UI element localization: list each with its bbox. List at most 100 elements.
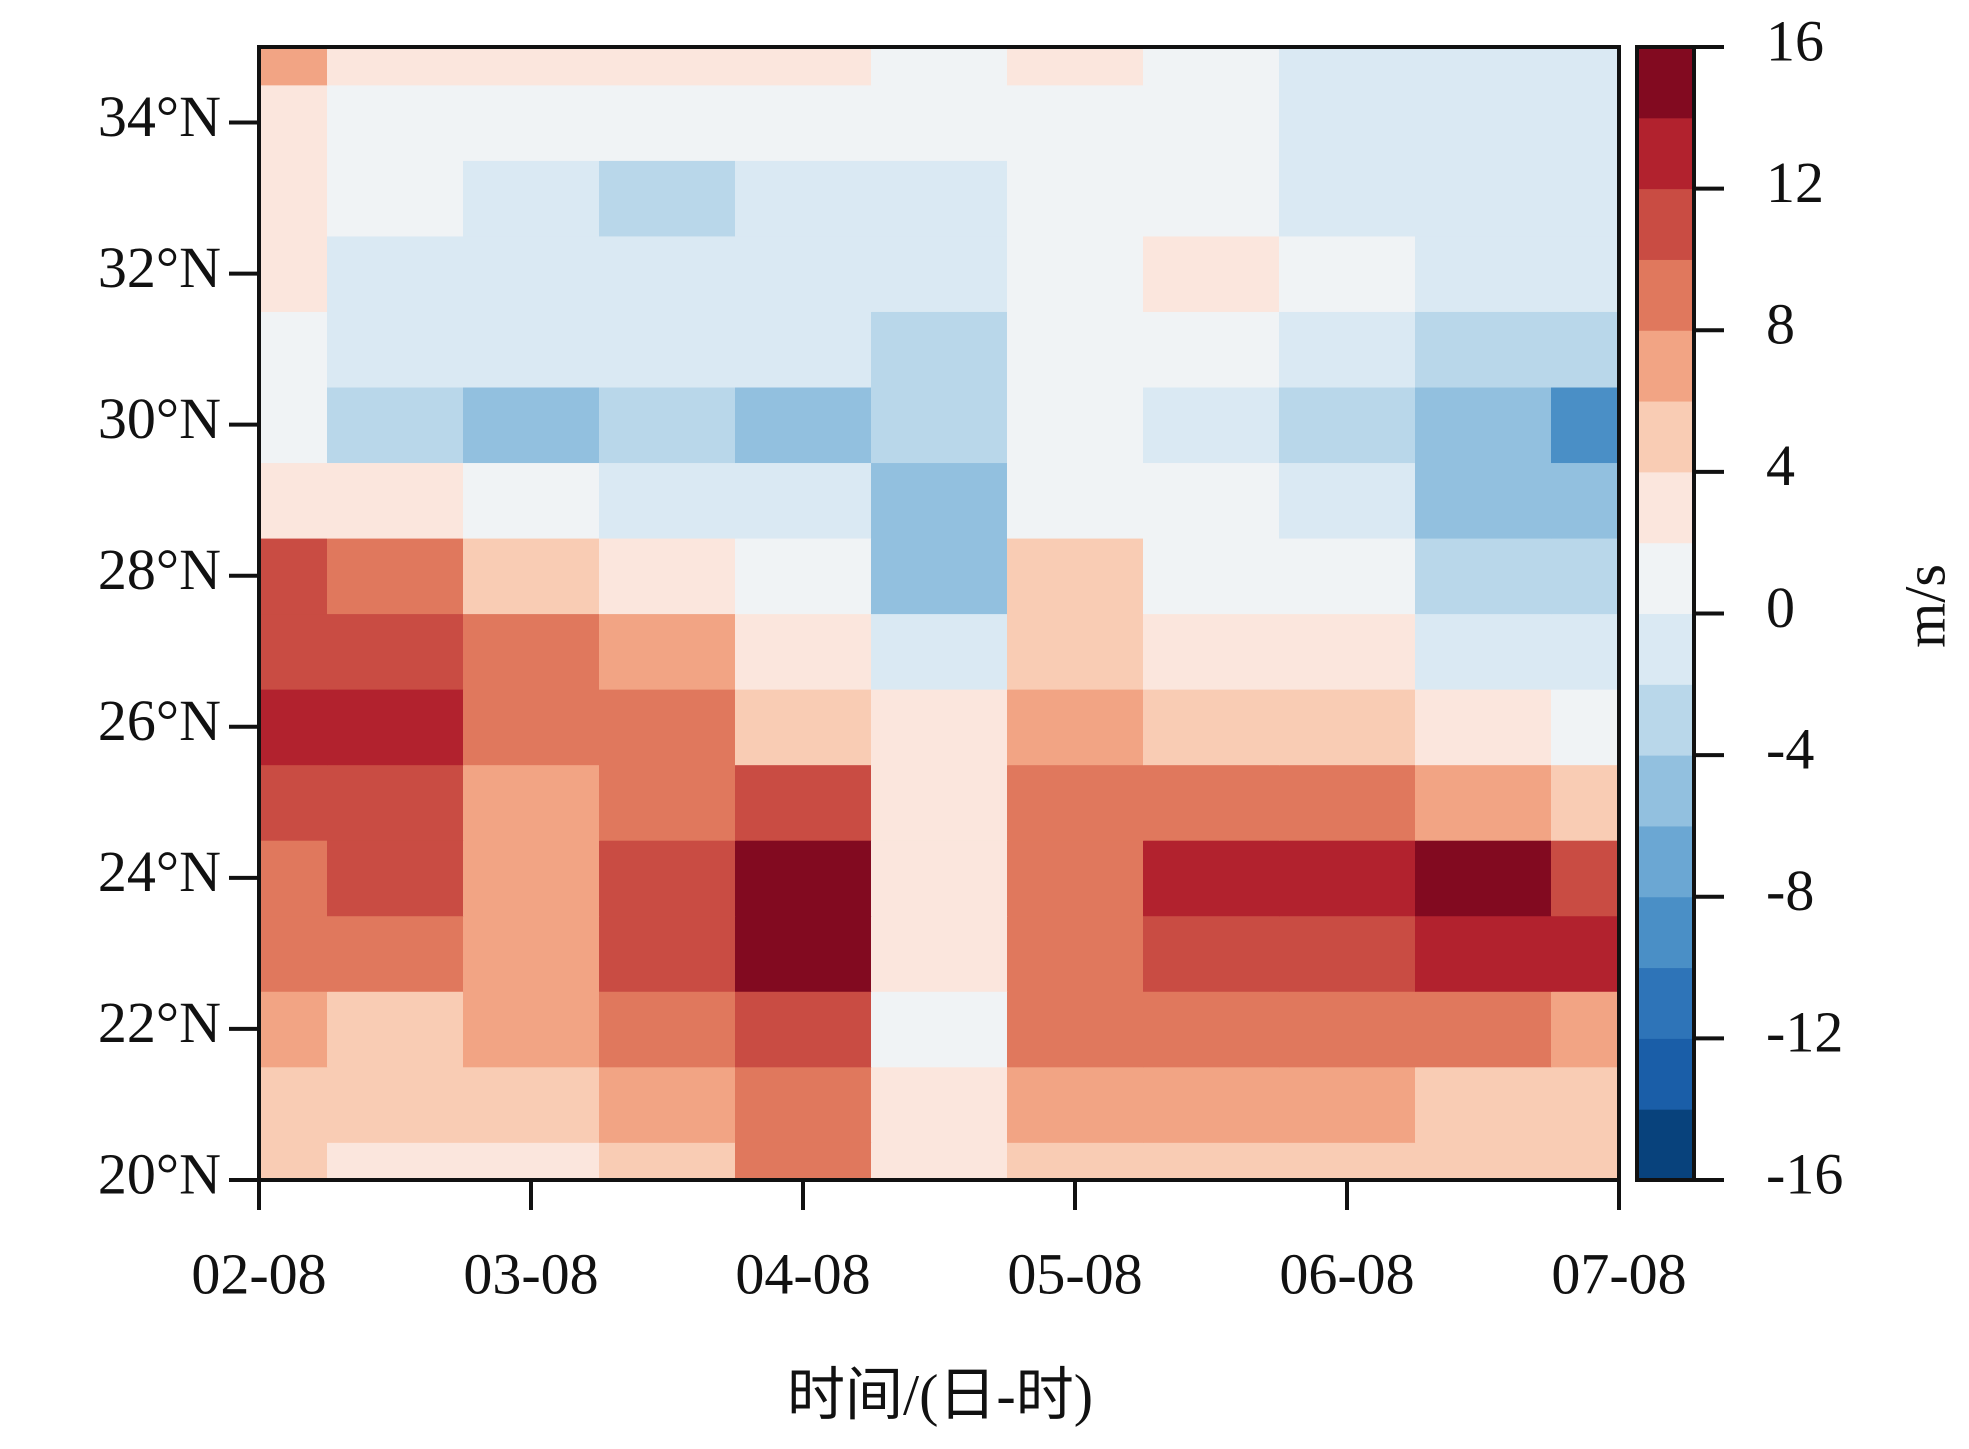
field-cell [1415,386,1552,464]
x-tick-label: 04-08 [735,1241,870,1306]
colorbar-band [1637,542,1694,614]
field-cell [1279,160,1416,237]
field-cell [259,537,328,615]
y-tick-label: 26°N [98,688,221,753]
field-cell [1007,991,1144,1068]
colorbar-band [1637,259,1694,331]
field-cell [735,386,872,464]
field-cell [463,915,600,992]
field-cell [463,689,600,766]
field-cell [871,311,1008,388]
y-tick-label: 20°N [98,1141,221,1206]
field-cell [1551,915,1619,992]
field-cell [1415,47,1552,86]
field-cell [1551,160,1619,237]
field-cell [1007,462,1144,539]
field-cell [735,537,872,615]
field-cell [259,840,328,917]
field-cell [871,613,1008,690]
field-cell [599,537,736,615]
y-tick-label: 22°N [98,990,221,1055]
colorbar-tick-label: -16 [1766,1141,1843,1206]
field-cell [1415,840,1552,917]
colorbar-tick-label: 4 [1766,433,1795,498]
field-cell [735,160,872,237]
field-cell [1007,311,1144,388]
field-cell [735,915,872,992]
field-cell [735,462,872,539]
field-cell [599,840,736,917]
field-cell [327,689,464,766]
field-cell [1007,47,1144,86]
field-cell [735,1142,872,1180]
x-axis-label: 时间/(日-时) [787,1362,1093,1427]
field-cell [599,1142,736,1180]
x-tick-label: 07-08 [1551,1241,1686,1306]
field-cell [735,991,872,1068]
field-cell [1143,84,1280,161]
colorbar-band [1637,755,1694,827]
field-cell [463,235,600,312]
field-cell [1279,311,1416,388]
field-cell [259,311,328,388]
field-cell [1415,537,1552,615]
colorbar-tick-label: -12 [1766,1000,1843,1065]
field-cell [1007,1066,1144,1143]
field-cell [735,311,872,388]
x-tick-label: 02-08 [191,1241,326,1306]
colorbar-band [1637,825,1694,898]
field-cell [259,1066,328,1143]
field-cell [1143,689,1280,766]
field-cell [327,386,464,464]
field-cell [1007,764,1144,841]
field-cell [1279,47,1416,86]
field-cell [1279,462,1416,539]
colorbar-band [1637,117,1694,190]
field-cell [463,613,600,690]
field-cell [1143,386,1280,464]
field-cell [1551,311,1619,388]
colorbar-band [1637,330,1694,402]
x-tick-label: 05-08 [1007,1241,1142,1306]
field-cell [1279,613,1416,690]
field-cell [871,991,1008,1068]
field-cell [1279,84,1416,161]
colorbar-band [1637,967,1694,1039]
field-cell [1143,840,1280,917]
field-cell [1551,235,1619,312]
field-cell [259,84,328,161]
colorbar-tick-label: -8 [1766,858,1814,923]
field-cell [871,840,1008,917]
field-cell [1007,840,1144,917]
y-tick-label: 28°N [98,537,221,602]
field-cell [259,1142,328,1180]
field-cell [1143,764,1280,841]
x-tick-label: 06-08 [1279,1241,1414,1306]
field-cell [463,47,600,86]
field-cell [1007,537,1144,615]
field-cell [1007,689,1144,766]
field-cell [1279,1142,1416,1180]
field-cell [1143,235,1280,312]
field-cell [259,915,328,992]
field-cell [1551,1142,1619,1180]
field-cell [599,613,736,690]
colorbar-tick-label: 12 [1766,150,1824,215]
field-cell [1143,915,1280,992]
field-cell [871,160,1008,237]
field-cell [259,47,328,86]
field-cell [599,311,736,388]
field-cell [463,1066,600,1143]
field-cell [327,160,464,237]
field-cell [599,689,736,766]
field-cell [1415,689,1552,766]
field-cell [1415,613,1552,690]
field-cell [735,689,872,766]
plot-frame [257,45,1621,1182]
field-cell [599,1066,736,1143]
field-cell [1551,386,1619,464]
field-cell [599,462,736,539]
field-cell [871,537,1008,615]
field-cell [1279,537,1416,615]
field-cell [327,915,464,992]
